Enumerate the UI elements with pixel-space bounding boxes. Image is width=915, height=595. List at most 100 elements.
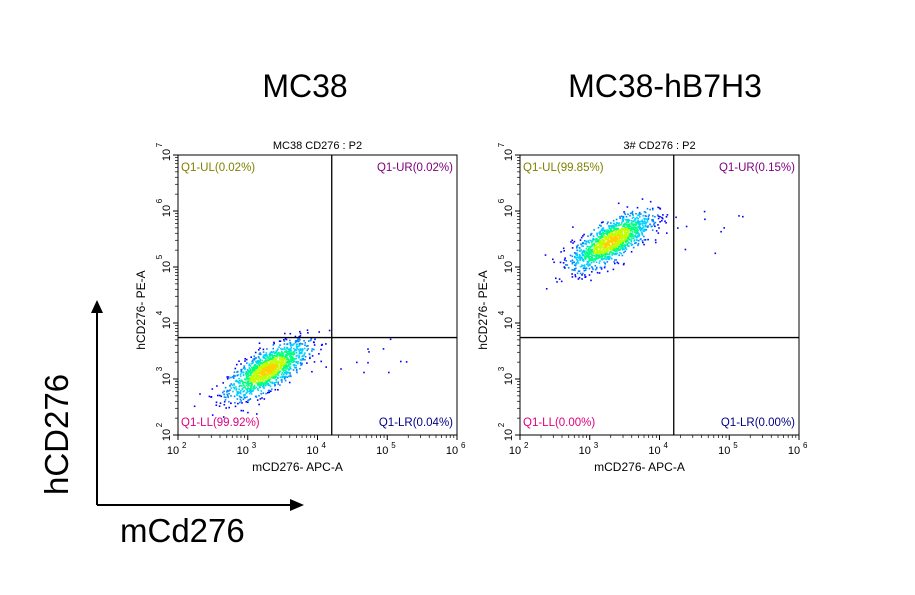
- event-dot: [239, 373, 242, 376]
- event-dot: [288, 354, 291, 356]
- event-dot: [237, 370, 239, 373]
- event-dot: [621, 222, 623, 224]
- event-dot: [634, 234, 637, 237]
- event-dot: [600, 254, 602, 257]
- event-dot: [250, 356, 252, 358]
- event-dot: [275, 365, 277, 368]
- event-dot: [599, 235, 601, 238]
- event-dot: [273, 373, 276, 376]
- event-dot: [644, 211, 647, 214]
- event-dot: [256, 366, 259, 369]
- event-dot: [665, 222, 667, 224]
- event-dot: [609, 228, 612, 230]
- event-dot: [263, 379, 265, 382]
- event-dot: [661, 217, 664, 220]
- event-dot: [277, 369, 279, 371]
- event-dot: [292, 359, 294, 361]
- event-dot: [581, 250, 584, 253]
- quadrant-label-ll: Q1-LL(99.92%): [181, 417, 260, 429]
- event-dot: [623, 224, 625, 226]
- event-dot: [277, 365, 279, 367]
- event-dot: [591, 242, 593, 244]
- event-dot: [639, 220, 642, 223]
- event-dot: [251, 375, 254, 377]
- event-dot: [291, 344, 294, 347]
- event-dot: [289, 332, 292, 335]
- event-dot: [248, 367, 251, 369]
- event-dot: [272, 354, 274, 357]
- event-dot: [271, 367, 273, 370]
- event-dot: [631, 223, 633, 226]
- event-dot: [256, 374, 259, 377]
- event-dot: [253, 381, 256, 383]
- panel-title-mc38: MC38: [262, 68, 348, 104]
- event-dot: [279, 376, 282, 379]
- event-dot: [598, 254, 600, 256]
- event-dot: [613, 222, 615, 225]
- event-dot: [255, 377, 258, 380]
- event-dot: [661, 219, 663, 222]
- event-dot: [607, 239, 609, 242]
- event-dot: [578, 256, 580, 258]
- event-dot: [298, 340, 300, 343]
- event-dot: [289, 358, 291, 361]
- event-dot: [226, 391, 228, 393]
- event-dot: [620, 239, 623, 242]
- event-dot: [633, 226, 635, 228]
- event-dot: [284, 354, 287, 356]
- event-dot: [272, 369, 275, 372]
- event-dot: [253, 367, 255, 370]
- event-dot: [273, 372, 275, 375]
- event-dot: [252, 367, 254, 370]
- plot-title: 3# CD276 : P2: [623, 140, 695, 152]
- event-dot: [268, 371, 270, 374]
- event-dot: [620, 237, 623, 239]
- event-dot: [264, 364, 266, 367]
- event-dot: [587, 241, 590, 243]
- event-dot: [228, 406, 230, 409]
- event-dot: [255, 370, 258, 372]
- event-dot: [599, 253, 601, 255]
- event-dot: [602, 243, 605, 245]
- event-dot: [275, 350, 278, 353]
- event-dot: [646, 221, 649, 223]
- event-dot: [657, 206, 659, 209]
- y-tick-label: 10: [161, 261, 173, 273]
- event-dot: [268, 359, 271, 361]
- event-dot: [582, 272, 584, 275]
- event-dot: [655, 241, 657, 244]
- event-dot: [575, 263, 578, 265]
- event-dot: [592, 252, 595, 255]
- event-dot: [603, 249, 606, 252]
- event-dot: [258, 366, 261, 368]
- event-dot: [260, 381, 262, 384]
- y-tick-label: 10: [503, 429, 515, 441]
- event-dot: [638, 212, 641, 215]
- event-dot: [236, 398, 239, 400]
- event-dot: [594, 258, 596, 261]
- event-dot: [627, 221, 630, 223]
- event-dot: [643, 235, 645, 238]
- event-dot: [264, 354, 266, 356]
- event-dot: [630, 240, 633, 243]
- event-dot: [252, 381, 254, 383]
- event-dot: [268, 378, 270, 381]
- quadrant-label-ur: Q1-UR(0.15%): [719, 162, 795, 174]
- event-dot: [590, 232, 593, 235]
- event-dot: [240, 379, 243, 381]
- event-dot: [594, 268, 597, 271]
- y-tick-exponent: 7: [155, 142, 164, 147]
- event-dot: [250, 374, 252, 377]
- event-dot: [271, 376, 273, 379]
- event-dot: [579, 259, 581, 262]
- event-dot: [608, 257, 610, 259]
- x-tick-exponent: 5: [733, 441, 738, 450]
- event-dot: [259, 358, 262, 361]
- event-dot: [648, 214, 650, 216]
- event-dot: [267, 356, 269, 358]
- event-dot: [612, 238, 614, 241]
- event-dot: [289, 352, 291, 354]
- event-dot: [582, 235, 584, 237]
- event-dot: [592, 268, 594, 271]
- event-dot: [624, 235, 626, 237]
